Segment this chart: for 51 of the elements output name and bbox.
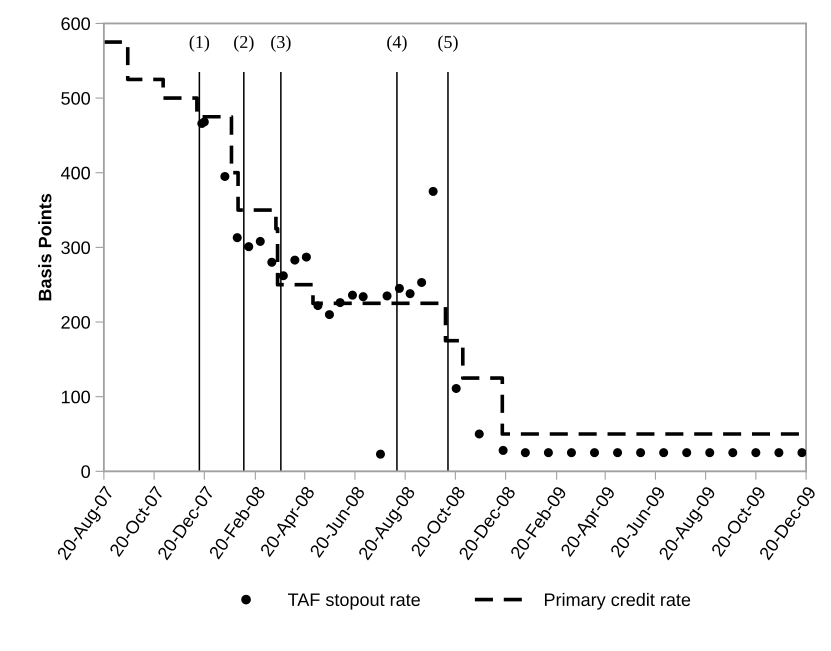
point [498,446,508,455]
point [244,242,254,252]
y-tick-label: 0 [81,465,90,478]
point [682,448,692,458]
ref-line-label: (1) [190,35,210,52]
point [200,117,209,126]
point [474,430,484,438]
point [278,271,288,280]
point [613,448,622,458]
point [324,310,334,320]
point [220,172,230,181]
legend-label: TAF stopout rate [288,593,420,610]
point [797,448,806,458]
point [452,384,461,393]
point [232,233,242,242]
point [659,448,668,458]
point [256,236,265,246]
y-tick-label: 600 [61,17,90,30]
point [428,186,438,196]
legend-label: Primary credit rate [544,592,690,610]
point [313,301,322,310]
point [358,292,368,302]
point [376,450,385,459]
point [544,448,553,458]
point [336,298,345,308]
point [290,256,300,265]
y-tick-label: 200 [61,316,90,329]
point [705,448,714,458]
point [406,289,415,298]
ref-line-label: (4) [387,35,407,52]
ref-line-label: (5) [438,35,458,52]
point [636,448,646,458]
y-tick-label: 400 [60,166,90,180]
ref-line-label: (2) [234,35,254,52]
point [566,448,576,458]
y-axis-title: Basis Points [38,194,52,300]
y-tick-label: 500 [61,92,90,105]
point [382,291,392,300]
point [267,258,276,267]
ref-line-label: (3) [271,35,291,52]
point [302,252,311,262]
point [520,448,530,458]
point [417,278,426,287]
point [394,284,404,293]
y-tick-label: 100 [62,390,90,404]
point [590,448,600,458]
point [348,290,357,300]
point [774,448,784,458]
point [728,448,738,458]
y-tick-label: 300 [61,241,90,254]
point [751,448,760,458]
